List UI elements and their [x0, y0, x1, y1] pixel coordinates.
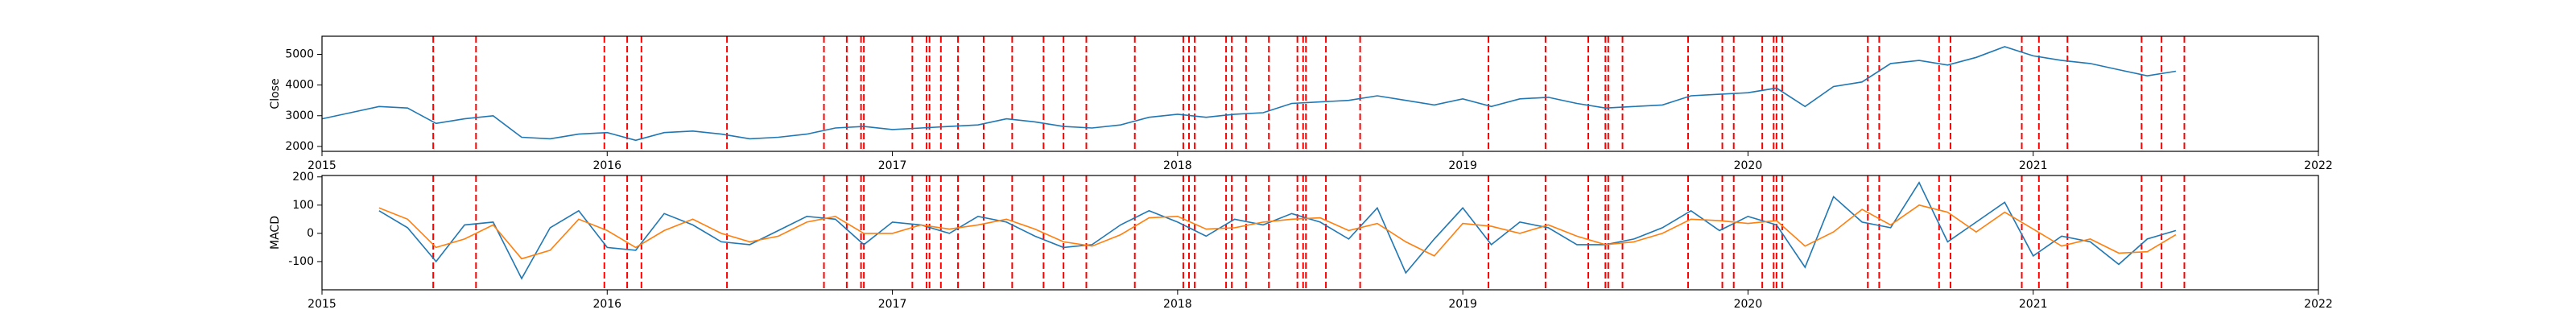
y-tick-label: 200: [292, 171, 314, 184]
y-tick-label: 100: [292, 199, 314, 212]
y-tick-label: 0: [307, 227, 314, 240]
y-tick-label: 4000: [285, 79, 314, 92]
x-tick-label: 2015: [308, 159, 336, 172]
x-tick-label: 2018: [1163, 298, 1192, 311]
data-line: [321, 46, 2177, 142]
x-tick-label: 2017: [878, 298, 907, 311]
x-tick-label: 2021: [2019, 159, 2048, 172]
y-axis-label: Close: [269, 78, 282, 109]
plot-frame: [321, 175, 2319, 291]
x-tick-label: 2015: [308, 298, 336, 311]
x-tick-label: 2020: [1734, 298, 1763, 311]
y-tick-label: 5000: [285, 47, 314, 60]
x-tick-label: 2022: [2304, 159, 2333, 172]
x-tick-label: 2022: [2304, 298, 2333, 311]
data-line: [378, 181, 2177, 280]
x-tick-label: 2017: [878, 159, 907, 172]
x-tick-label: 2016: [592, 298, 621, 311]
x-tick-label: 2021: [2019, 298, 2048, 311]
y-tick-label: 2000: [285, 140, 314, 153]
data-line: [378, 204, 2177, 260]
y-tick-label: 3000: [285, 109, 314, 122]
y-tick-label: -100: [288, 255, 314, 268]
x-tick-label: 2016: [592, 159, 621, 172]
x-tick-label: 2019: [1448, 298, 1477, 311]
plot-frame: [321, 35, 2319, 152]
x-tick-label: 2019: [1448, 159, 1477, 172]
x-tick-label: 2020: [1734, 159, 1763, 172]
x-tick-label: 2018: [1163, 159, 1192, 172]
y-axis-label: MACD: [269, 216, 282, 250]
